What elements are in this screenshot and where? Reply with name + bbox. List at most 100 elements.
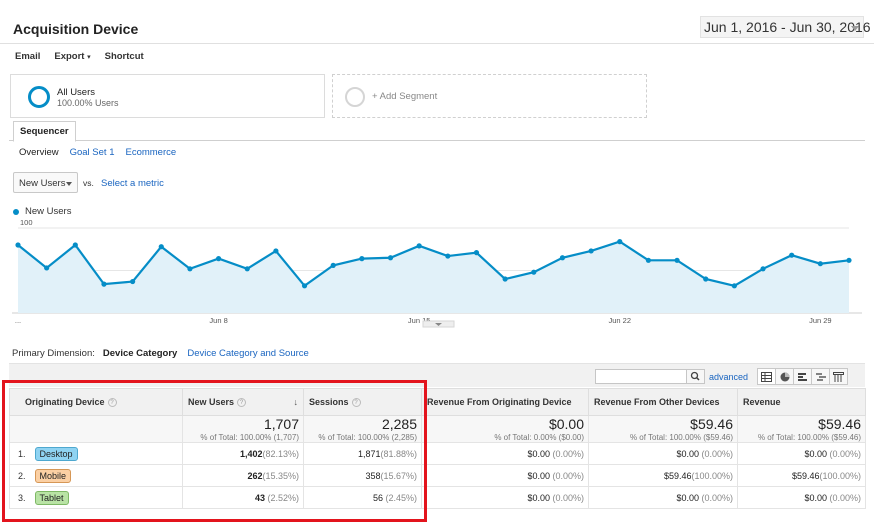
rev-orig-cell: $0.00 (0.00%) (421, 486, 589, 509)
revenue-value: $59.46 (791, 470, 820, 481)
rev-orig-value: $0.00 (527, 470, 550, 481)
shortcut-button[interactable]: Shortcut (104, 51, 144, 62)
pie-icon (780, 372, 789, 381)
col-header-rev-orig-label: Revenue From Originating Device (427, 397, 572, 407)
data-point (502, 276, 508, 282)
primary-dimension-alt[interactable]: Device Category and Source (187, 348, 309, 359)
new-users-cell: 262(15.35%) (182, 464, 304, 487)
data-point (588, 248, 594, 254)
col-header-revenue[interactable]: Revenue (737, 388, 866, 416)
x-tick-label: Jun 15 (408, 316, 431, 325)
device-chip-desktop[interactable]: Desktop (34, 446, 78, 461)
device-chip-mobile[interactable]: Mobile (34, 468, 72, 483)
data-point (273, 248, 279, 254)
col-header-rev-orig[interactable]: Revenue From Originating Device (421, 388, 589, 416)
new-users-cell: 43 (2.52%) (182, 486, 304, 509)
sessions-cell: 56 (2.45%) (303, 486, 422, 509)
device-cell: 1. Desktop (9, 442, 183, 465)
x-tick-label: Jun 8 (209, 316, 227, 325)
sessions-cell: 358(15.67%) (303, 464, 422, 487)
data-point (674, 257, 680, 263)
export-button[interactable]: Export ▾ (54, 51, 90, 65)
sessions-cell: 1,871(81.88%) (303, 442, 422, 465)
data-point (387, 255, 394, 261)
x-tick-label: ... (15, 316, 21, 325)
metric-dropdown[interactable]: New Users (13, 172, 78, 193)
col-header-rev-other[interactable]: Revenue From Other Devices (588, 388, 738, 416)
data-point (703, 276, 709, 282)
rev-other-value: $59.46 (663, 470, 692, 481)
tab-sequencer[interactable]: Sequencer (13, 121, 76, 142)
rev-other-value: $0.00 (676, 492, 699, 503)
data-point (473, 250, 480, 256)
data-point (817, 261, 823, 267)
table-search-input[interactable] (595, 369, 687, 384)
totals-new-users: 1,707% of Total: 100.00% (1,707) (182, 415, 304, 443)
subnav-ecommerce[interactable]: Ecommerce (125, 147, 177, 158)
comparison-icon (815, 372, 826, 381)
segment-name: All Users (57, 87, 96, 98)
bar-view-button[interactable] (793, 368, 812, 385)
add-segment-button[interactable]: + Add Segment (332, 74, 647, 118)
segment-detail: 100.00% Users (57, 98, 119, 108)
device-cell: 3. Tablet (9, 486, 183, 509)
data-point (445, 253, 451, 259)
primary-dimension-current[interactable]: Device Category (102, 348, 178, 359)
data-point (187, 266, 193, 272)
subnav-overview[interactable]: Overview (19, 147, 59, 158)
totals-sessions-value: 2,285 (381, 416, 417, 433)
subnav-goal-set[interactable]: Goal Set 1 (69, 147, 115, 158)
data-point (330, 262, 336, 268)
data-point (215, 256, 222, 262)
totals-rev-other-value: $59.46 (690, 416, 733, 433)
pivot-icon (833, 371, 844, 382)
table-header-row: Originating Device? New Users? ↓ Sessions… (9, 388, 866, 416)
col-header-device-label: Originating Device (25, 397, 105, 407)
y-tick-label: 100 (20, 218, 33, 227)
comparison-view-button[interactable] (811, 368, 830, 385)
totals-row: 1,707% of Total: 100.00% (1,707) 2,285 % … (9, 415, 866, 443)
rev-orig-value: $0.00 (527, 448, 550, 459)
pivot-view-button[interactable] (829, 368, 848, 385)
data-point (158, 244, 164, 250)
new-users-pct: (82.13%) (262, 448, 299, 459)
row-number: 1. (18, 448, 26, 459)
help-icon[interactable]: ? (237, 398, 247, 407)
report-tabs: Sequencer (9, 121, 865, 142)
rev-orig-cell: $0.00 (0.00%) (421, 464, 589, 487)
table-toolbar: advanced (9, 363, 865, 387)
table-view-button[interactable] (757, 368, 776, 385)
revenue-pct: (0.00%) (829, 492, 861, 503)
revenue-value: $0.00 (804, 448, 827, 459)
totals-rev-orig: $0.00% of Total: 0.00% ($0.00) (421, 415, 589, 443)
data-point (531, 269, 537, 275)
col-header-new-users[interactable]: New Users? ↓ (182, 388, 304, 416)
empty-segment-icon (345, 87, 365, 107)
sessions-pct: (2.45%) (385, 492, 417, 503)
pie-view-button[interactable] (775, 368, 794, 385)
search-button[interactable] (686, 369, 705, 384)
advanced-filter-link[interactable]: advanced (709, 372, 749, 382)
col-header-sessions[interactable]: Sessions? (303, 388, 422, 416)
new-users-pct: (2.52%) (267, 492, 299, 503)
date-range-label: Jun 1, 2016 - Jun 30, 2016 (704, 19, 871, 35)
new-users-value: 43 (254, 492, 265, 503)
device-chip-tablet[interactable]: Tablet (34, 490, 69, 505)
totals-revenue-sub: % of Total: 100.00% ($59.46) (757, 433, 861, 442)
email-button[interactable]: Email (15, 51, 41, 62)
segment-all-users[interactable]: All Users 100.00% Users (10, 74, 325, 118)
export-label: Export (54, 51, 85, 62)
col-header-device[interactable]: Originating Device? (9, 388, 183, 416)
rev-orig-cell: $0.00 (0.00%) (421, 442, 589, 465)
help-icon[interactable]: ? (107, 398, 117, 407)
sessions-pct: (81.88%) (380, 448, 417, 459)
revenue-pct: (0.00%) (829, 448, 861, 459)
select-metric-link[interactable]: Select a metric (101, 178, 164, 189)
date-range-picker[interactable]: Jun 1, 2016 - Jun 30, 2016 (700, 16, 871, 38)
rev-other-cell: $59.46(100.00%) (588, 464, 738, 487)
rev-other-cell: $0.00 (0.00%) (588, 442, 738, 465)
col-header-rev-other-label: Revenue From Other Devices (594, 397, 720, 407)
help-icon[interactable]: ? (351, 398, 361, 407)
series-line (17, 240, 850, 288)
